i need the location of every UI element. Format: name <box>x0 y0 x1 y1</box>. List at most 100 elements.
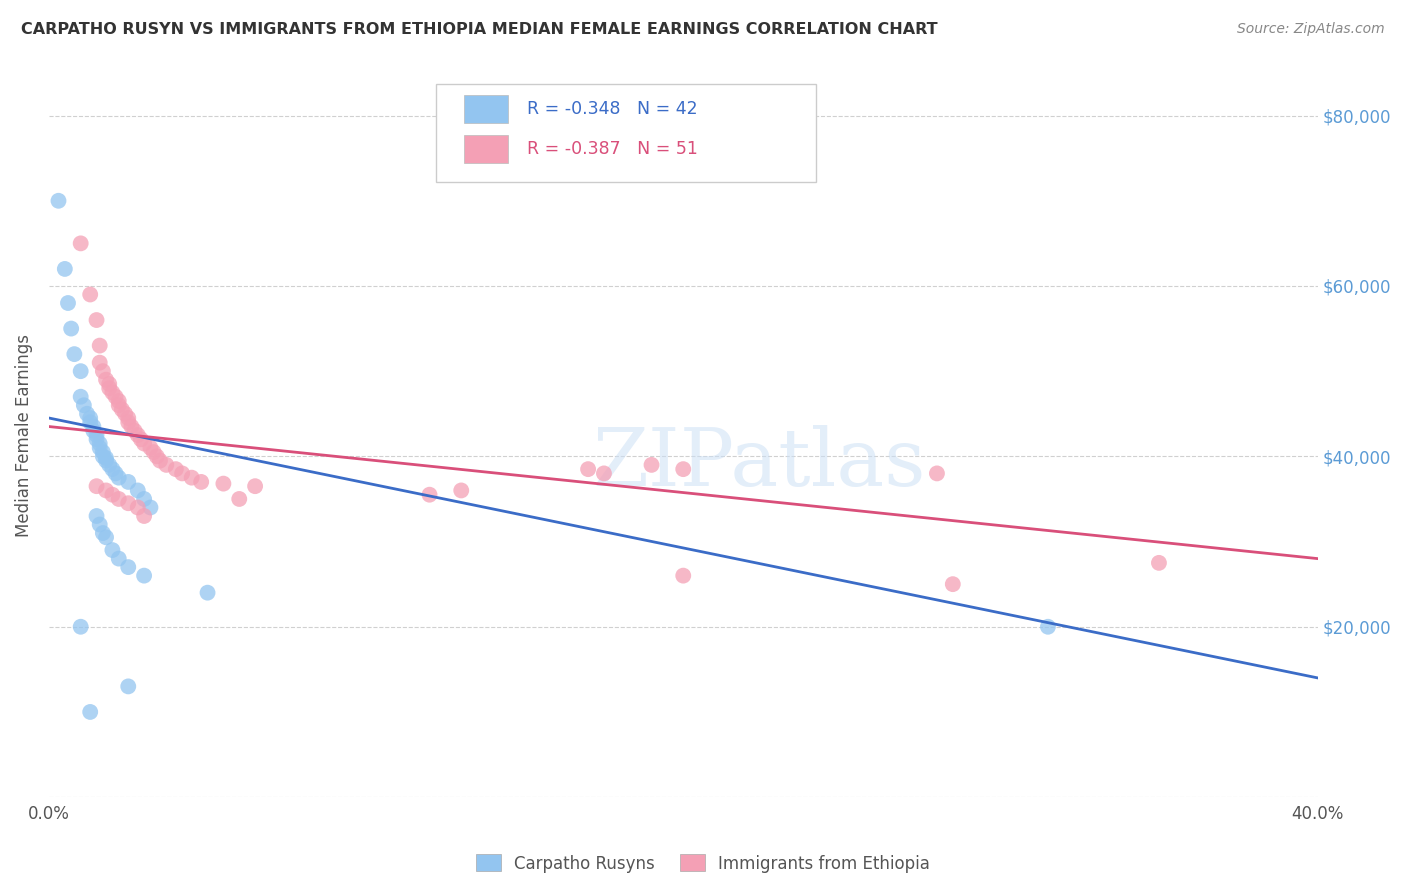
Point <box>127 500 149 515</box>
Point <box>190 475 212 489</box>
Point <box>124 424 146 438</box>
FancyBboxPatch shape <box>464 136 508 162</box>
Point <box>69 364 91 378</box>
Point <box>942 577 965 591</box>
Point <box>98 381 121 395</box>
Point <box>91 526 114 541</box>
Point <box>91 364 114 378</box>
Point <box>107 470 129 484</box>
Point <box>89 441 111 455</box>
Point <box>86 433 108 447</box>
Point <box>117 411 139 425</box>
Text: R = -0.348   N = 42: R = -0.348 N = 42 <box>527 100 697 118</box>
Point <box>197 585 219 599</box>
Point <box>228 491 250 506</box>
Point <box>243 479 266 493</box>
Point <box>593 467 616 481</box>
Point <box>69 390 91 404</box>
Point <box>117 679 139 693</box>
Point <box>114 407 136 421</box>
Point <box>79 705 101 719</box>
Point <box>149 453 172 467</box>
Point <box>139 441 162 455</box>
Point <box>101 385 124 400</box>
Point <box>117 415 139 429</box>
Point <box>1036 620 1059 634</box>
Point <box>117 496 139 510</box>
Point <box>89 436 111 450</box>
Point <box>63 347 86 361</box>
Point <box>94 373 117 387</box>
Point <box>212 476 235 491</box>
Legend: Carpatho Rusyns, Immigrants from Ethiopia: Carpatho Rusyns, Immigrants from Ethiopi… <box>470 847 936 880</box>
Point <box>117 560 139 574</box>
Text: Source: ZipAtlas.com: Source: ZipAtlas.com <box>1237 22 1385 37</box>
Point <box>419 488 441 502</box>
Point <box>98 458 121 472</box>
Point <box>180 470 202 484</box>
Point <box>89 338 111 352</box>
Point <box>94 453 117 467</box>
Point <box>129 433 152 447</box>
Point <box>79 411 101 425</box>
FancyBboxPatch shape <box>464 95 508 123</box>
Point <box>73 398 96 412</box>
Point <box>172 467 194 481</box>
Point <box>576 462 599 476</box>
Point <box>146 450 169 464</box>
Point <box>82 424 104 438</box>
Point <box>89 356 111 370</box>
Point <box>101 488 124 502</box>
Point <box>672 462 695 476</box>
Point <box>53 261 76 276</box>
Point <box>104 467 127 481</box>
Point <box>107 551 129 566</box>
Point <box>101 543 124 558</box>
Point <box>98 376 121 391</box>
Point <box>86 313 108 327</box>
Point <box>132 508 155 523</box>
Point <box>1147 556 1170 570</box>
Point <box>79 415 101 429</box>
Y-axis label: Median Female Earnings: Median Female Earnings <box>15 334 32 537</box>
Text: CARPATHO RUSYN VS IMMIGRANTS FROM ETHIOPIA MEDIAN FEMALE EARNINGS CORRELATION CH: CARPATHO RUSYN VS IMMIGRANTS FROM ETHIOP… <box>21 22 938 37</box>
Point <box>101 462 124 476</box>
FancyBboxPatch shape <box>436 84 817 182</box>
Point <box>94 483 117 498</box>
Point <box>155 458 177 472</box>
Point <box>925 467 948 481</box>
Text: ZIPatlas: ZIPatlas <box>592 425 927 503</box>
Point <box>86 479 108 493</box>
Point <box>640 458 662 472</box>
Point <box>82 419 104 434</box>
Point <box>107 394 129 409</box>
Point <box>450 483 472 498</box>
Point <box>139 500 162 515</box>
Point <box>91 450 114 464</box>
Point <box>91 445 114 459</box>
Point <box>127 428 149 442</box>
Point <box>107 398 129 412</box>
Point <box>56 296 79 310</box>
Point <box>94 530 117 544</box>
Point <box>94 451 117 466</box>
Text: R = -0.387   N = 51: R = -0.387 N = 51 <box>527 140 699 158</box>
Point <box>120 419 142 434</box>
Point <box>86 508 108 523</box>
Point <box>107 491 129 506</box>
Point <box>127 483 149 498</box>
Point <box>142 445 165 459</box>
Point <box>89 517 111 532</box>
Point <box>132 568 155 582</box>
Point <box>111 402 134 417</box>
Point <box>165 462 187 476</box>
Point <box>132 491 155 506</box>
Point <box>69 620 91 634</box>
Point <box>60 321 83 335</box>
Point <box>117 475 139 489</box>
Point <box>104 390 127 404</box>
Point <box>86 428 108 442</box>
Point <box>672 568 695 582</box>
Point <box>48 194 70 208</box>
Point <box>79 287 101 301</box>
